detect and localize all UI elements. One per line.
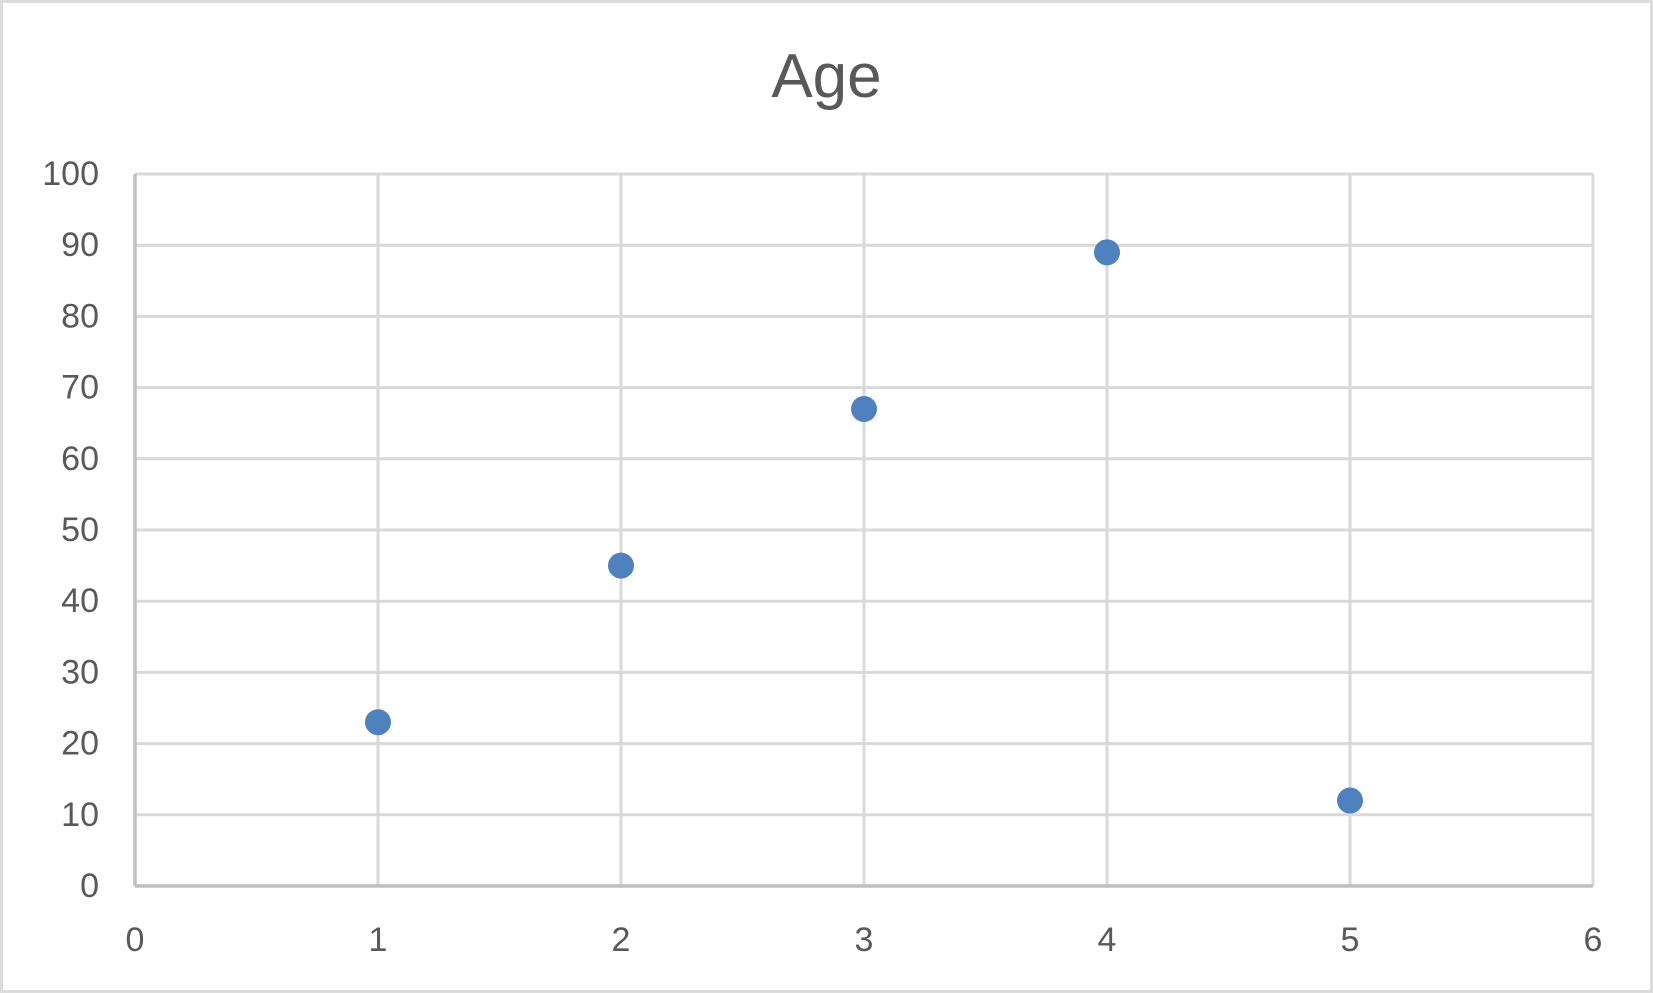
x-tick-label: 1 [369, 921, 388, 959]
x-tick-label: 4 [1098, 921, 1117, 959]
y-tick-label: 50 [61, 511, 99, 549]
y-tick-label: 40 [61, 582, 99, 620]
y-tick-label: 60 [61, 440, 99, 478]
y-tick-label: 20 [61, 725, 99, 763]
scatter-plot-area: 0 10 20 30 40 50 60 70 80 90 100 0 1 2 3 4 5 6 [42, 155, 1603, 959]
y-tick-label: 30 [61, 653, 99, 691]
x-tick-label: 5 [1341, 921, 1360, 959]
y-tick-label: 10 [61, 796, 99, 834]
x-tick-label: 2 [612, 921, 631, 959]
data-point [608, 552, 634, 579]
x-tick-label: 3 [855, 921, 874, 959]
x-tick-label: 6 [1584, 921, 1603, 959]
y-tick-label: 70 [61, 369, 99, 407]
x-tick-label: 0 [126, 921, 145, 959]
y-tick-label: 0 [80, 867, 99, 905]
y-tick-label: 90 [61, 226, 99, 264]
y-tick-label: 100 [42, 155, 99, 193]
data-point [1094, 239, 1120, 266]
data-point [851, 395, 877, 422]
data-point [1337, 787, 1363, 814]
y-tick-label: 80 [61, 297, 99, 335]
chart-title: Age [771, 42, 882, 111]
data-point [365, 709, 391, 736]
